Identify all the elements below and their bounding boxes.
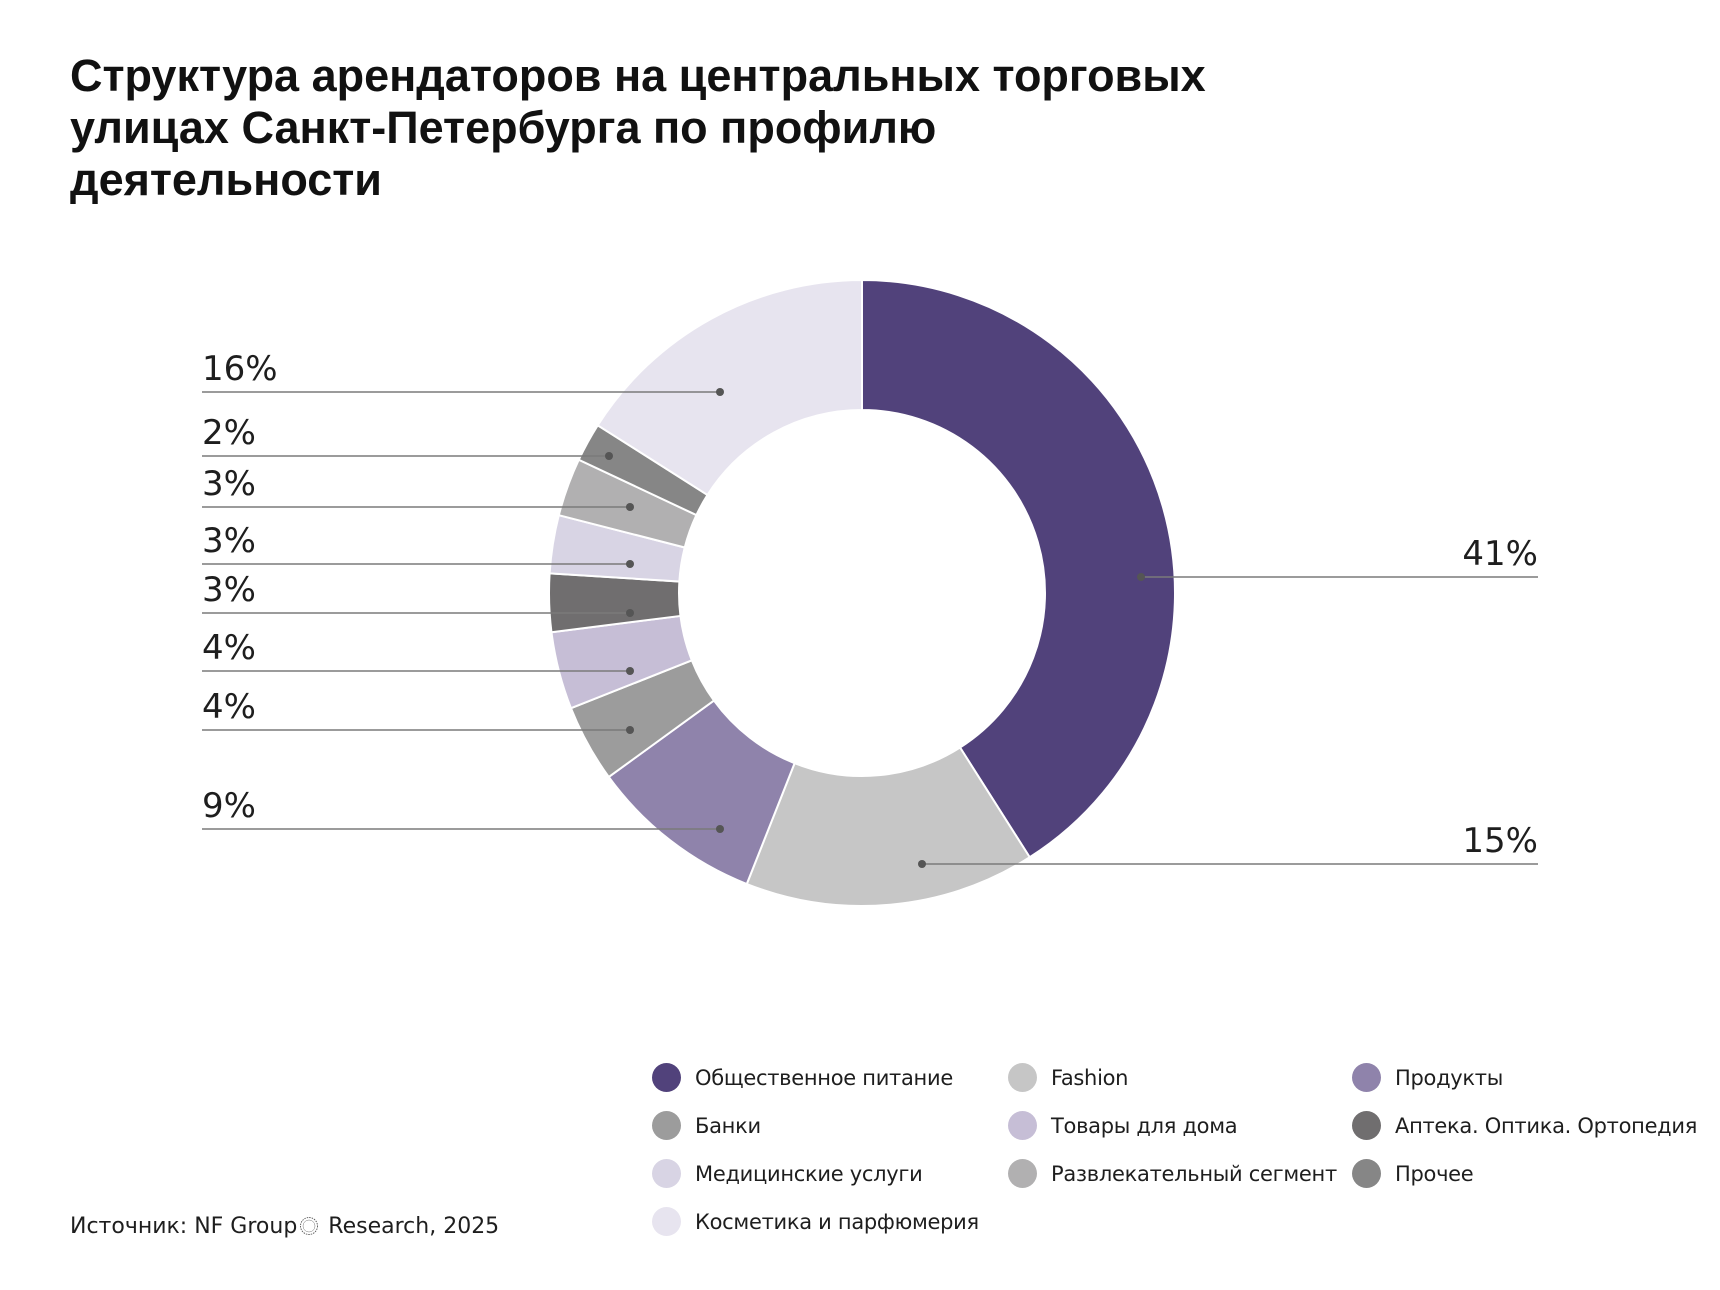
- leader-dot: [626, 609, 634, 617]
- leader-dot: [605, 452, 613, 460]
- source-note: Источник: NF Group Research, 2025: [70, 1214, 499, 1239]
- legend-label: Аптека. Оптика. Ортопедия: [1395, 1113, 1698, 1138]
- leader-dot: [716, 825, 724, 833]
- percent-labels: 41% 15% 9% 4% 4% 3% 3% 3% 2% 16%: [202, 349, 1538, 861]
- legend-swatch: [1352, 1111, 1381, 1140]
- donut-slice: [861, 278, 1176, 859]
- legend-item: Прочее: [1352, 1159, 1474, 1188]
- data-label: 16%: [202, 349, 278, 389]
- data-label: 4%: [202, 628, 256, 668]
- legend-swatch: [1008, 1111, 1037, 1140]
- leader-dot: [626, 726, 634, 734]
- legend-item: Косметика и парфюмерия: [652, 1207, 979, 1236]
- data-label: 2%: [202, 413, 256, 453]
- legend-swatch: [652, 1159, 681, 1188]
- legend-swatch: [1352, 1159, 1381, 1188]
- legend-label: Товары для дома: [1051, 1113, 1238, 1138]
- legend-item: Продукты: [1352, 1063, 1503, 1092]
- chart-title: Структура арендаторов на центральных тор…: [70, 50, 1370, 206]
- leader-dot: [626, 667, 634, 675]
- legend-swatch: [652, 1063, 681, 1092]
- data-label: 4%: [202, 687, 256, 727]
- leader-dot: [1137, 573, 1145, 581]
- legend-item: Товары для дома: [1008, 1111, 1238, 1140]
- legend-label: Косметика и парфюмерия: [695, 1209, 979, 1234]
- legend-label: Развлекательный сегмент: [1051, 1161, 1337, 1186]
- leader-dot: [626, 560, 634, 568]
- legend-swatch: [1008, 1063, 1037, 1092]
- legend-item: Медицинские услуги: [652, 1159, 923, 1188]
- legend-swatch: [1352, 1063, 1381, 1092]
- legend-label: Медицинские услуги: [695, 1161, 923, 1186]
- legend-swatch: [1008, 1159, 1037, 1188]
- donut-chart: 41% 15% 9% 4% 4% 3% 3% 3% 2% 16%: [202, 278, 1538, 907]
- legend-label: Fashion: [1051, 1065, 1129, 1090]
- source-suffix: Research, 2025: [328, 1214, 500, 1239]
- leader-lines: [202, 388, 1538, 868]
- chart-title-line-2: улицах Санкт-Петербурга по профилю: [70, 102, 937, 153]
- data-label: 9%: [202, 786, 256, 826]
- data-label: 3%: [202, 521, 256, 561]
- donut-slice: [596, 278, 863, 497]
- data-label: 3%: [202, 570, 256, 610]
- data-label: 3%: [202, 464, 256, 504]
- leader-dot: [626, 503, 634, 511]
- legend-label: Банки: [695, 1113, 761, 1138]
- source-text: Источник: NF Group: [70, 1214, 298, 1239]
- legend-label: Прочее: [1395, 1161, 1474, 1186]
- data-label: 41%: [1462, 534, 1538, 574]
- leader-dot: [716, 388, 724, 396]
- legend-swatch: [652, 1111, 681, 1140]
- leader-dot: [918, 860, 926, 868]
- legend-label: Общественное питание: [695, 1065, 953, 1090]
- legend-item: Развлекательный сегмент: [1008, 1159, 1337, 1188]
- legend-item: Банки: [652, 1111, 761, 1140]
- data-label: 15%: [1462, 821, 1538, 861]
- legend-label: Продукты: [1395, 1065, 1504, 1090]
- chart-title-line-3: деятельности: [70, 154, 382, 205]
- donut-slices: [548, 278, 1176, 907]
- seal-icon: [300, 1217, 319, 1235]
- legend-item: Fashion: [1008, 1063, 1128, 1092]
- donut-slice: [745, 746, 1032, 907]
- legend-swatch: [652, 1207, 681, 1236]
- chart-title-line-1: Структура арендаторов на центральных тор…: [70, 50, 1206, 101]
- legend-item: Общественное питание: [652, 1063, 953, 1092]
- legend-item: Аптека. Оптика. Ортопедия: [1352, 1111, 1697, 1140]
